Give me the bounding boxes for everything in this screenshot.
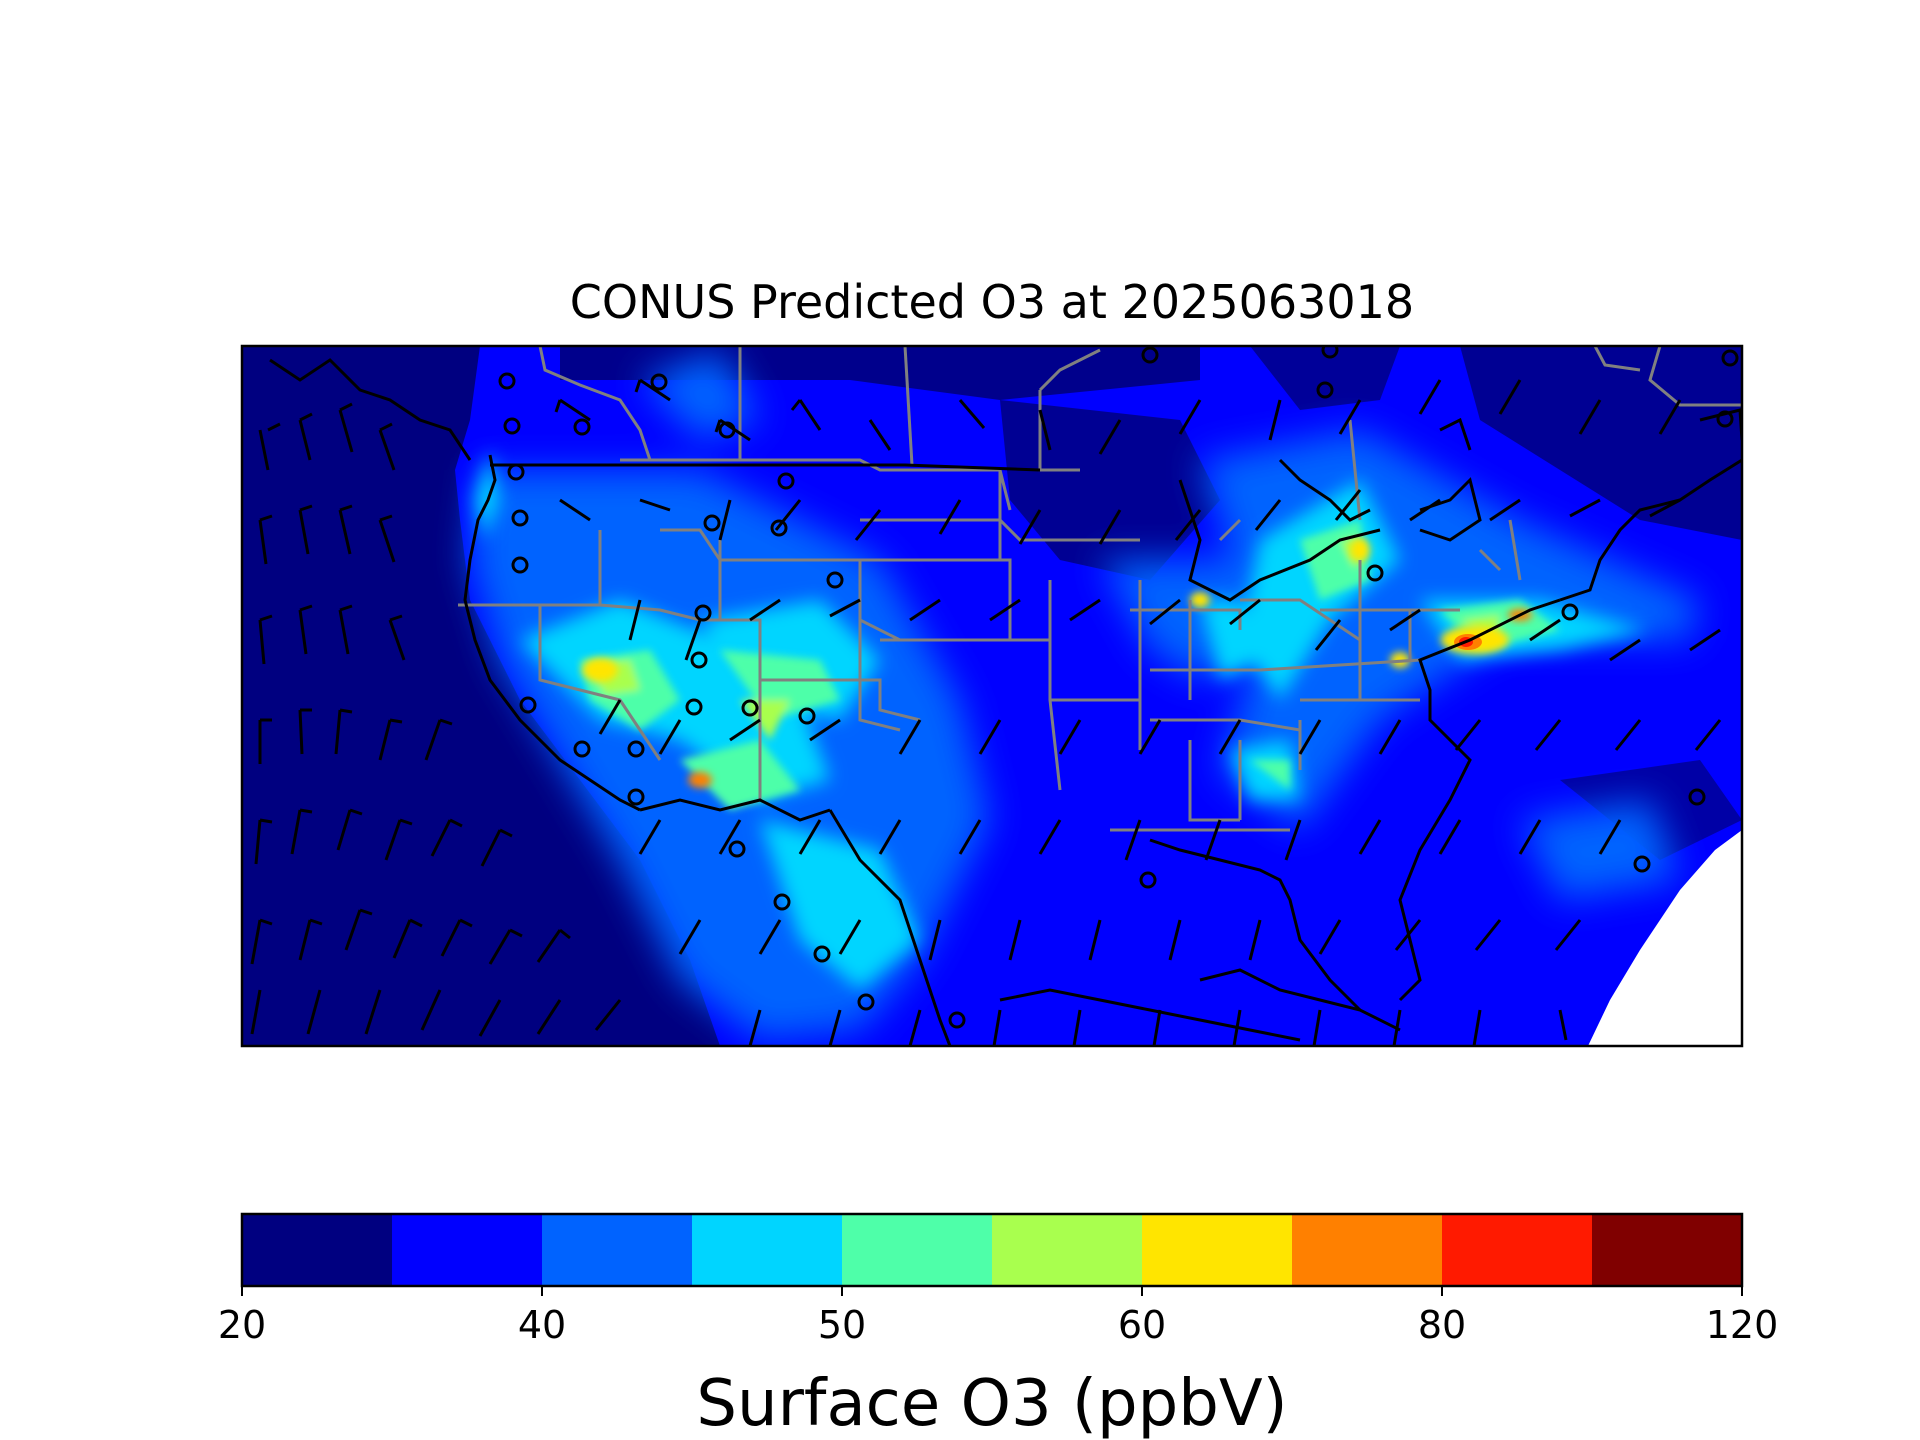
colorbar-segment <box>842 1214 993 1286</box>
country-borders <box>538 346 1742 521</box>
colorbar-segment <box>692 1214 843 1286</box>
colorbar-segment <box>392 1214 543 1286</box>
colorbar <box>242 1214 1743 1286</box>
calm-wind-markers <box>498 346 1739 1029</box>
colorbar-ticks: 20 40 50 60 80 120 <box>218 1286 1778 1347</box>
colorbar-tick-label: 60 <box>1118 1303 1166 1347</box>
colorbar-tick-label: 20 <box>218 1303 266 1347</box>
colorbar-tick-label: 50 <box>818 1303 866 1347</box>
coastlines <box>269 358 1742 1046</box>
colorbar-segment <box>1592 1214 1743 1286</box>
colorbar-segment <box>1442 1214 1593 1286</box>
map-frame <box>240 344 1744 1048</box>
colorbar-segment <box>992 1214 1143 1286</box>
state-borders <box>458 458 1522 832</box>
colorbar-tick-label: 40 <box>518 1303 566 1347</box>
map-panel <box>242 346 1742 1046</box>
colorbar-frame <box>240 1212 1744 1288</box>
colorbar-segment <box>542 1214 693 1286</box>
map-title: CONUS Predicted O3 at 2025063018 <box>570 275 1414 329</box>
colorbar-tick-label: 120 <box>1706 1303 1779 1347</box>
wind-barbs <box>250 378 1722 1046</box>
no-data-region <box>1588 830 1742 1046</box>
colorbar-tick-label: 80 <box>1418 1303 1466 1347</box>
colorbar-segment <box>1142 1214 1293 1286</box>
colorbar-segment <box>242 1214 393 1286</box>
colorbar-segment <box>1292 1214 1443 1286</box>
colorbar-label: Surface O3 (ppbV) <box>696 1367 1287 1440</box>
low-ozone-regions <box>242 346 1742 1046</box>
